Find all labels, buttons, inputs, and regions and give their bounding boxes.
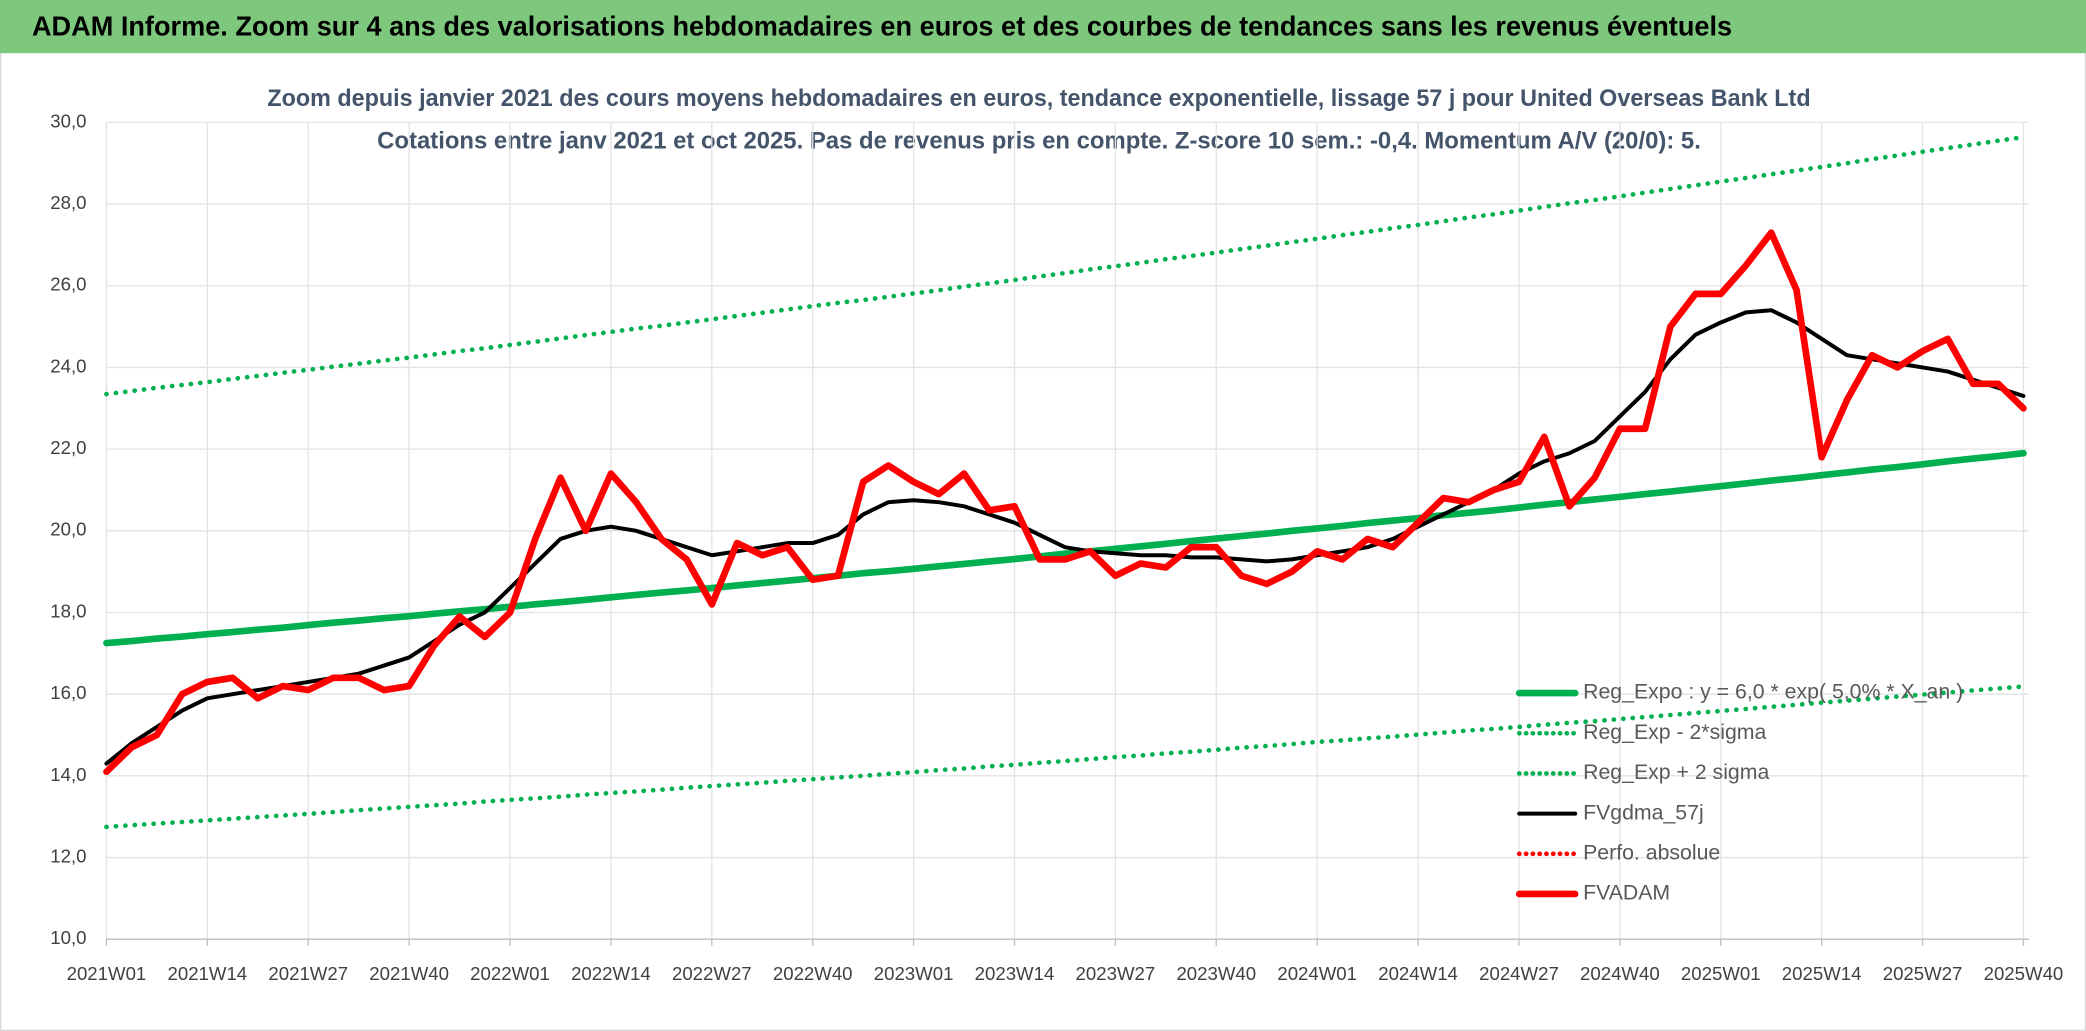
legend-label: Reg_Exp + 2 sigma	[1583, 760, 1769, 784]
x-tick-label: 2024W27	[1479, 963, 1559, 984]
chart-subtitle: Cotations entre janv 2021 et oct 2025. P…	[377, 128, 1701, 155]
y-tick-label: 22,0	[50, 437, 86, 458]
y-tick-label: 14,0	[50, 764, 86, 785]
x-tick-label: 2022W27	[672, 963, 752, 984]
y-tick-label: 10,0	[50, 927, 86, 948]
legend-label: FVgdma_57j	[1583, 800, 1704, 824]
series-line	[104, 308, 2026, 766]
x-tick-label: 2023W40	[1176, 963, 1256, 984]
x-tick-label: 2021W27	[268, 963, 348, 984]
x-tick-label: 2025W40	[1984, 963, 2064, 984]
y-tick-label: 16,0	[50, 682, 86, 703]
y-tick-label: 12,0	[50, 845, 86, 866]
x-tick-label: 2024W40	[1580, 963, 1660, 984]
legend-label: FVADAM	[1583, 881, 1670, 905]
header-title: ADAM Informe. Zoom sur 4 ans des valoris…	[32, 10, 1732, 41]
series-line	[104, 134, 2026, 397]
legend-label: Reg_Exp - 2*sigma	[1583, 720, 1766, 744]
series-line	[103, 449, 2027, 647]
y-tick-label: 26,0	[50, 274, 86, 295]
y-tick-label: 28,0	[50, 192, 86, 213]
y-tick-label: 30,0	[50, 110, 86, 131]
y-tick-label: 18,0	[50, 600, 86, 621]
x-tick-label: 2022W14	[571, 963, 651, 984]
x-tick-label: 2025W01	[1681, 963, 1761, 984]
x-tick-label: 2022W01	[470, 963, 550, 984]
x-tick-label: 2024W01	[1277, 963, 1357, 984]
x-tick-label: 2021W14	[168, 963, 248, 984]
chart-title: Zoom depuis janvier 2021 des cours moyen…	[267, 85, 1810, 112]
legend-label: Reg_Expo : y = 6,0 * exp( 5,0% * X_an )	[1583, 680, 1963, 704]
header-band	[0, 0, 2086, 54]
x-tick-label: 2023W01	[874, 963, 954, 984]
x-tick-label: 2022W40	[773, 963, 853, 984]
x-tick-label: 2023W27	[1076, 963, 1156, 984]
series-line	[103, 229, 2027, 776]
x-tick-label: 2024W14	[1378, 963, 1458, 984]
series-line	[104, 684, 2026, 830]
y-tick-label: 24,0	[50, 355, 86, 376]
y-tick-label: 20,0	[50, 519, 86, 540]
x-tick-label: 2021W01	[67, 963, 147, 984]
legend-label: Perfo. absolue	[1583, 840, 1720, 864]
x-tick-label: 2025W14	[1782, 963, 1862, 984]
x-tick-label: 2021W40	[369, 963, 449, 984]
x-tick-label: 2025W27	[1883, 963, 1963, 984]
x-tick-label: 2023W14	[975, 963, 1055, 984]
